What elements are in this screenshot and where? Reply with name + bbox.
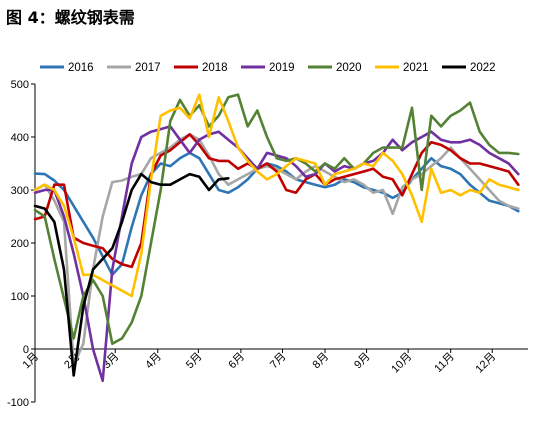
series-line-2016 (33, 151, 520, 277)
series-line-2022 (33, 172, 230, 377)
y-tick-label: 300 (11, 185, 29, 197)
x-tick-label: 11月 (432, 351, 456, 375)
x-tick-label: 9月 (352, 351, 373, 372)
y-tick-label: 0 (23, 344, 29, 356)
series-line-2020 (33, 93, 520, 346)
x-tick-label: 12月 (473, 351, 498, 376)
y-tick-label: 100 (11, 291, 29, 303)
y-tick-label: 500 (11, 79, 29, 91)
legend-label-2017: 2017 (135, 62, 161, 74)
y-tick-label: -100 (7, 397, 29, 409)
x-tick-label: 4月 (143, 351, 164, 372)
x-tick-label: 5月 (184, 351, 205, 372)
x-tick-label: 8月 (311, 351, 332, 372)
chart-title: 图 4：螺纹钢表需 (6, 8, 135, 27)
legend-label-2021: 2021 (403, 62, 429, 74)
series-line-2018 (33, 133, 520, 269)
legend-label-2019: 2019 (269, 62, 295, 74)
y-tick-label: 200 (11, 238, 29, 250)
x-tick-label: 6月 (226, 351, 247, 372)
x-tick-label: 10月 (389, 351, 414, 376)
series-layer (33, 93, 520, 383)
legend: 2016 2017 2018 2019 2020 2021 2022 (40, 62, 496, 74)
legend-label-2016: 2016 (68, 62, 94, 74)
y-tick-label: 400 (11, 132, 29, 144)
series-line-2021 (33, 93, 520, 298)
legend-label-2022: 2022 (470, 62, 496, 74)
legend-label-2018: 2018 (202, 62, 228, 74)
legend-label-2020: 2020 (336, 62, 362, 74)
series-line-2017 (33, 133, 520, 367)
x-tick-label: 7月 (268, 351, 289, 372)
